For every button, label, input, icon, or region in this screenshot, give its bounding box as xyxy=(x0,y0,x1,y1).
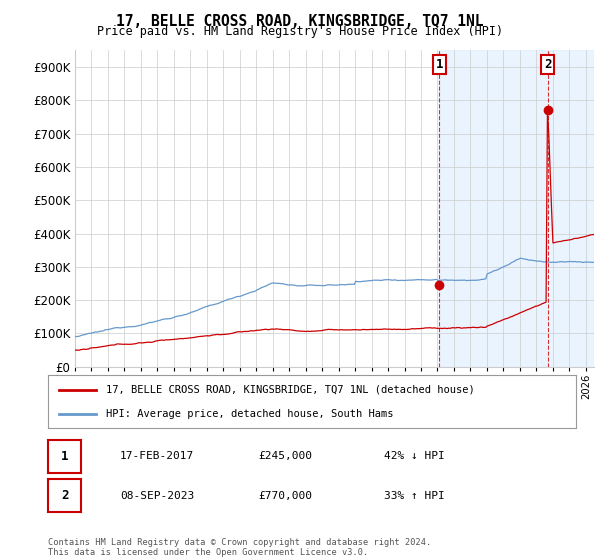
Text: 2: 2 xyxy=(544,58,551,71)
Text: 33% ↑ HPI: 33% ↑ HPI xyxy=(384,491,445,501)
Bar xyxy=(439,50,594,367)
Text: 17-FEB-2017: 17-FEB-2017 xyxy=(120,451,194,461)
Text: 17, BELLE CROSS ROAD, KINGSBRIDGE, TQ7 1NL: 17, BELLE CROSS ROAD, KINGSBRIDGE, TQ7 1… xyxy=(116,14,484,29)
Text: 1: 1 xyxy=(61,450,68,463)
Text: 1: 1 xyxy=(436,58,443,71)
Text: 2: 2 xyxy=(61,489,68,502)
Text: Price paid vs. HM Land Registry's House Price Index (HPI): Price paid vs. HM Land Registry's House … xyxy=(97,25,503,38)
Text: £770,000: £770,000 xyxy=(258,491,312,501)
Text: HPI: Average price, detached house, South Hams: HPI: Average price, detached house, Sout… xyxy=(106,409,394,419)
Text: 08-SEP-2023: 08-SEP-2023 xyxy=(120,491,194,501)
Text: £245,000: £245,000 xyxy=(258,451,312,461)
Text: 17, BELLE CROSS ROAD, KINGSBRIDGE, TQ7 1NL (detached house): 17, BELLE CROSS ROAD, KINGSBRIDGE, TQ7 1… xyxy=(106,385,475,395)
Text: 42% ↓ HPI: 42% ↓ HPI xyxy=(384,451,445,461)
Text: Contains HM Land Registry data © Crown copyright and database right 2024.
This d: Contains HM Land Registry data © Crown c… xyxy=(48,538,431,557)
